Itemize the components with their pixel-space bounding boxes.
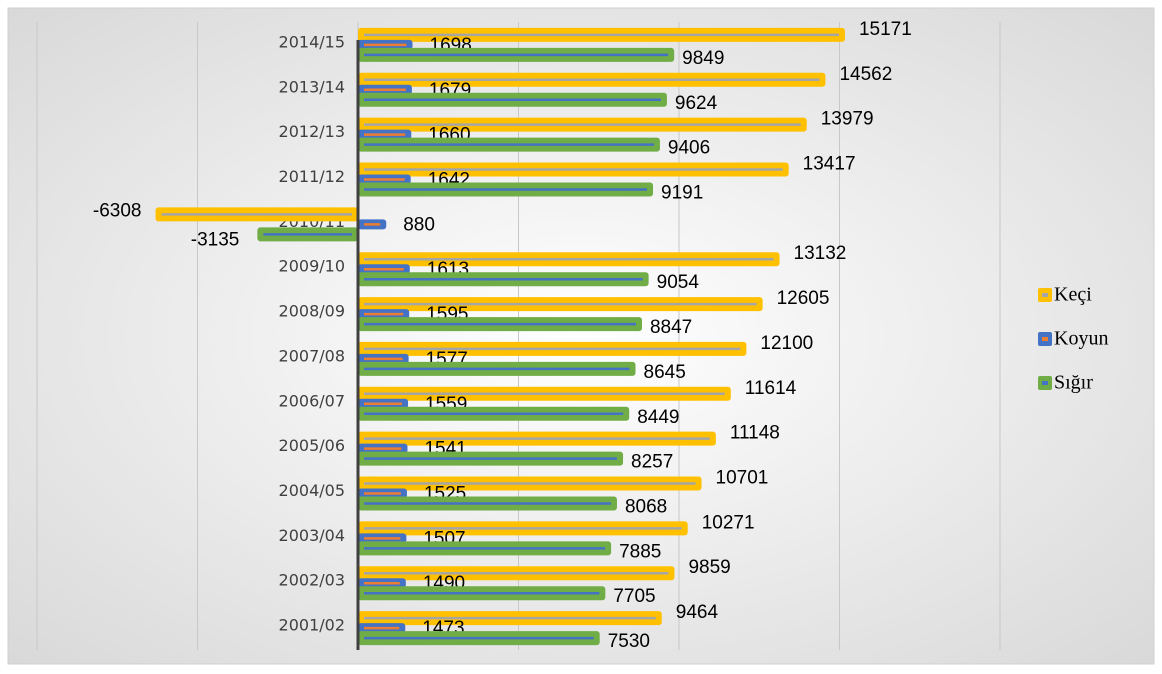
data-label: 11148 [730,423,780,444]
data-label: 7885 [619,541,661,562]
data-label: 12605 [777,288,830,309]
data-label: 9624 [675,93,718,114]
data-label: -3135 [191,229,240,250]
legend-swatch-inner [1042,293,1048,297]
data-label: 9859 [688,557,730,578]
data-label: 9191 [661,183,703,204]
y-tick-label: 2009/10 [279,257,345,276]
data-label: 9464 [676,602,719,623]
data-label: 14562 [839,64,892,85]
legend-label: Koyun [1054,328,1108,350]
data-label: 8068 [625,497,667,518]
legend-swatch-inner [1042,381,1048,385]
data-label: 11614 [745,378,797,399]
y-tick-label: 2005/06 [279,436,345,455]
data-label: 8257 [631,452,673,473]
data-label: 8449 [637,407,679,428]
data-label: 13132 [794,243,847,264]
y-tick-label: 2006/07 [279,391,345,410]
data-label: 10701 [716,468,769,489]
data-label: 9406 [668,138,710,159]
data-label: 7530 [608,631,650,652]
legend-label: Sığır [1054,372,1093,394]
data-label: 9054 [657,272,700,293]
y-tick-label: 2014/15 [279,32,345,51]
data-label: -6308 [93,200,142,221]
data-label: 9849 [682,48,724,69]
y-tick-label: 2004/05 [279,481,345,500]
data-label: 8645 [644,362,686,383]
y-tick-label: 2002/03 [279,571,345,590]
y-tick-label: 2012/13 [279,122,345,141]
data-label: 8847 [650,317,692,338]
data-label: 7705 [613,586,655,607]
legend-swatch-inner [1042,337,1048,341]
data-label: 10271 [702,512,755,533]
y-tick-label: 2001/02 [279,616,345,635]
y-tick-label: 2013/14 [279,77,345,96]
y-tick-label: 2007/08 [279,346,345,365]
y-tick-label: 2003/04 [279,526,345,545]
data-label: 12100 [760,333,813,354]
y-tick-label: 2008/09 [279,302,345,321]
data-label: 15171 [859,19,912,40]
data-label: 13417 [803,154,856,175]
data-label: 13979 [821,109,874,130]
y-tick-label: 2011/12 [279,167,345,186]
data-label: 880 [403,214,435,235]
legend-label: Keçi [1054,284,1092,306]
